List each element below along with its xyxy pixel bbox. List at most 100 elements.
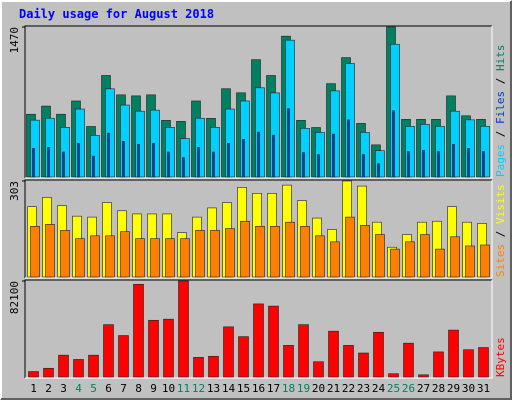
bar [103, 324, 114, 378]
bar [390, 43, 400, 178]
x-tick-label: 17 [267, 382, 280, 395]
legend-entry: Sites [494, 244, 507, 277]
bar [75, 238, 85, 278]
x-tick-label: 28 [432, 382, 445, 395]
legend: Pages / Files / Hits [494, 45, 507, 178]
bar [360, 225, 370, 278]
bar [418, 374, 429, 378]
x-tick-label: 6 [105, 382, 112, 395]
bar [150, 238, 160, 278]
bar [148, 319, 159, 378]
bar [285, 221, 295, 278]
bar [73, 359, 84, 378]
bar [433, 351, 444, 378]
bar [405, 241, 415, 278]
bar [150, 109, 160, 178]
bar [315, 235, 325, 278]
x-tick-label: 16 [252, 382, 265, 395]
bar [195, 230, 205, 278]
x-tick-label: 10 [162, 382, 175, 395]
bar [165, 238, 175, 278]
x-tick-label: 22 [342, 382, 355, 395]
bar [467, 148, 470, 178]
bar [272, 134, 275, 178]
bar [270, 92, 280, 178]
bar [225, 228, 235, 278]
bar [195, 117, 205, 178]
bar [137, 144, 140, 178]
bar [300, 226, 310, 278]
bar [133, 283, 144, 378]
bar [92, 155, 95, 178]
x-tick-label: 20 [312, 382, 325, 395]
x-tick-label: 8 [135, 382, 142, 395]
legend: KBytes [494, 337, 507, 377]
bar [392, 110, 395, 178]
plot-frame-light [25, 280, 493, 379]
bar [465, 245, 475, 278]
bar [193, 357, 204, 378]
bar [60, 230, 70, 278]
bar [75, 108, 85, 178]
bar [225, 108, 235, 178]
x-tick-label: 27 [417, 382, 430, 395]
bar [420, 234, 430, 278]
bar [328, 330, 339, 378]
bar [302, 152, 305, 178]
x-tick-label: 14 [222, 382, 236, 395]
bar [135, 238, 145, 278]
bar [375, 234, 385, 278]
legend-separator: / [494, 124, 507, 144]
x-tick-label: 2 [45, 382, 52, 395]
x-tick-label: 12 [192, 382, 205, 395]
bar [285, 39, 295, 178]
bar [118, 335, 129, 378]
x-tick-label: 15 [237, 382, 250, 395]
bar [105, 88, 115, 178]
legend-separator: / [494, 224, 507, 244]
bar [422, 150, 425, 178]
bar [330, 241, 340, 278]
legend: Sites / Visits [494, 184, 507, 277]
bar [450, 236, 460, 278]
x-tick-label: 31 [477, 382, 490, 395]
bar [238, 336, 249, 378]
bar [330, 90, 340, 178]
bar [332, 133, 335, 178]
x-tick-label: 11 [177, 382, 190, 395]
x-tick-label: 30 [462, 382, 475, 395]
bar [212, 151, 215, 178]
bar [60, 127, 70, 178]
bar [58, 354, 69, 378]
plot-frame-dark [24, 179, 492, 278]
bar [227, 143, 230, 178]
bar [197, 147, 200, 178]
bar [167, 151, 170, 178]
bar [32, 148, 35, 178]
bar [362, 154, 365, 178]
bar [407, 151, 410, 178]
bar [257, 131, 260, 178]
bar [43, 367, 54, 378]
bar [315, 132, 325, 178]
bar [268, 305, 279, 378]
chart-title: Daily usage for August 2018 [19, 7, 214, 21]
legend-entry: KBytes [494, 337, 507, 377]
bar [210, 230, 220, 278]
bar [450, 110, 460, 178]
bar [90, 135, 100, 178]
plot-frame-light [25, 26, 493, 179]
bar [45, 224, 55, 278]
bar [90, 235, 100, 278]
bar [107, 132, 110, 178]
bar [317, 154, 320, 178]
bar [435, 125, 445, 178]
y-tick-label: 82100 [8, 281, 21, 314]
legend-separator: / [494, 71, 507, 91]
x-tick-label: 1 [30, 382, 37, 395]
plot-frame-dark [24, 279, 492, 378]
bar [120, 231, 130, 278]
y-tick-label: 1470 [8, 27, 21, 54]
